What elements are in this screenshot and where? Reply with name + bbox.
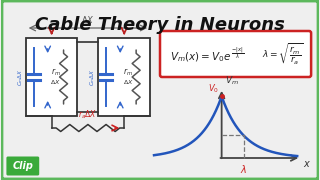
Text: $r_a\Delta X$: $r_a\Delta X$ [78, 109, 98, 121]
Text: $r_m$: $r_m$ [51, 66, 60, 78]
FancyBboxPatch shape [6, 156, 39, 176]
Text: $\lambda$: $\lambda$ [240, 163, 247, 175]
FancyBboxPatch shape [160, 31, 311, 77]
Text: $x$: $x$ [303, 159, 311, 169]
Text: $V_0$: $V_0$ [208, 83, 219, 95]
Text: $\Delta X$: $\Delta X$ [81, 14, 95, 25]
Text: $V_m(x) = V_0 e^{\,\frac{-|x|}{\lambda}}$: $V_m(x) = V_0 e^{\,\frac{-|x|}{\lambda}}… [170, 46, 244, 64]
Text: Cable Theory in Neurons: Cable Theory in Neurons [35, 16, 285, 34]
Bar [98, 38, 150, 116]
Text: $\Delta X$: $\Delta X$ [123, 78, 133, 86]
Text: $C_m\Delta X$: $C_m\Delta X$ [16, 68, 25, 86]
Text: Clip: Clip [12, 161, 33, 171]
Bar [26, 38, 77, 116]
Text: $\lambda = \sqrt{\dfrac{r_m}{r_a}}$: $\lambda = \sqrt{\dfrac{r_m}{r_a}}$ [262, 41, 303, 67]
Text: $V_m$: $V_m$ [225, 75, 238, 87]
Text: $r_m$: $r_m$ [123, 66, 133, 78]
Text: $\Delta X$: $\Delta X$ [50, 78, 61, 86]
Text: $C_m\Delta X$: $C_m\Delta X$ [88, 68, 97, 86]
